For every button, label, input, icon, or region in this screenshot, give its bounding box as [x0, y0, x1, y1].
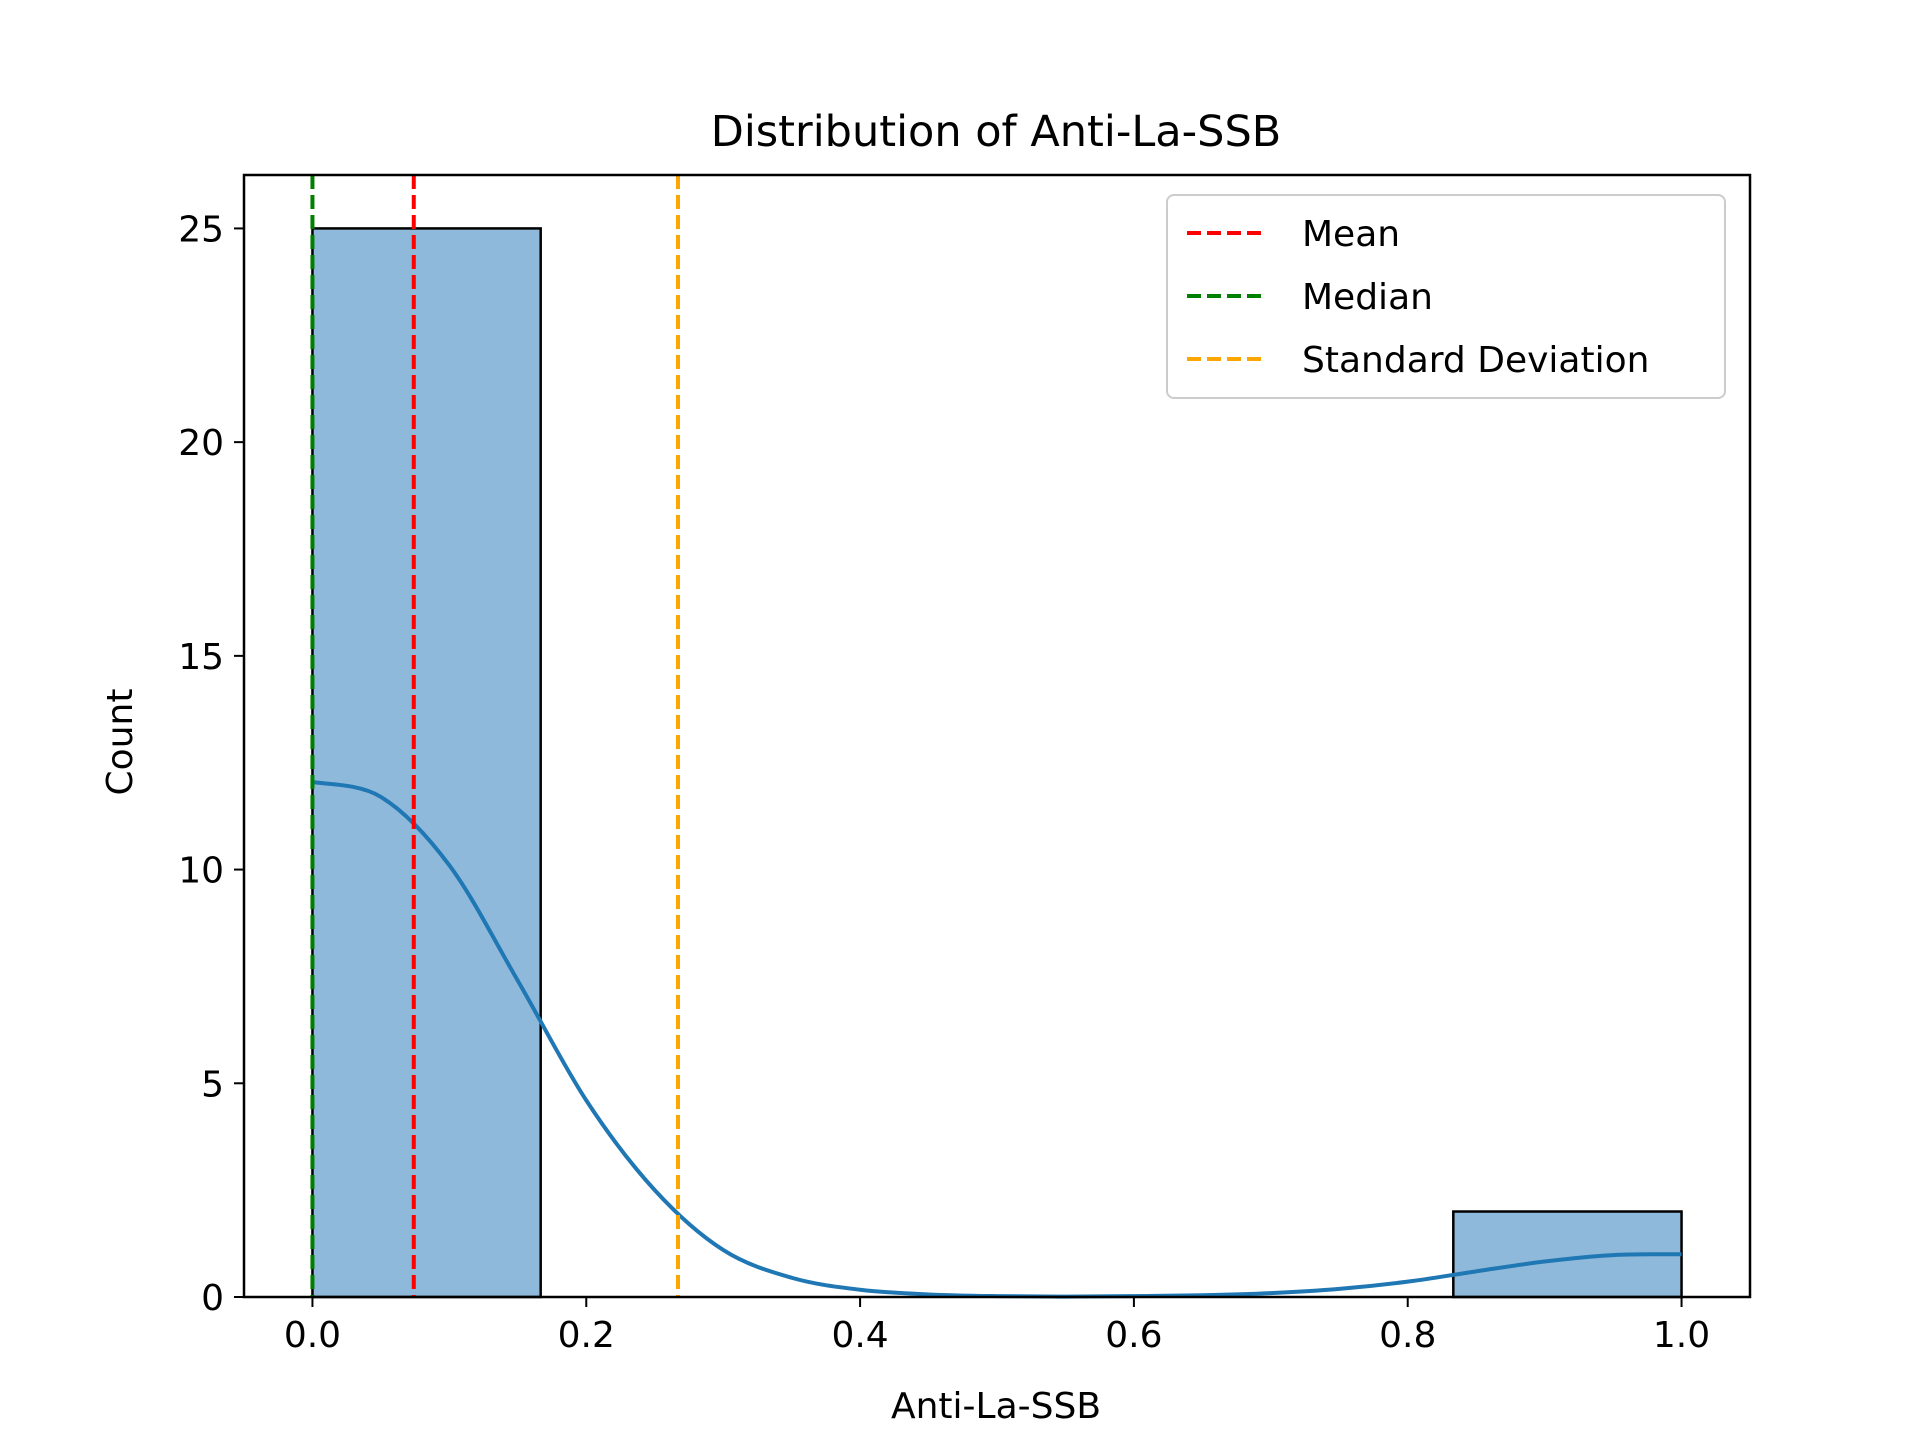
x-tick-label: 0.2 [558, 1315, 615, 1356]
legend-label: Standard Deviation [1302, 340, 1649, 381]
y-tick-label: 0 [201, 1278, 224, 1319]
y-tick-label: 5 [201, 1064, 224, 1105]
y-tick-label: 25 [178, 209, 224, 250]
x-tick-label: 0.0 [284, 1315, 341, 1356]
plot-area [310, 175, 1683, 1299]
y-tick-label: 15 [178, 637, 224, 678]
legend-label: Median [1302, 277, 1433, 318]
y-axis-ticks: 0 5 10 15 20 25 [178, 209, 244, 1319]
x-tick-label: 0.4 [831, 1315, 888, 1356]
chart-title: Distribution of Anti-La-SSB [711, 107, 1282, 157]
legend-label: Mean [1302, 214, 1400, 255]
y-tick-label: 10 [178, 851, 224, 892]
y-tick-label: 20 [178, 423, 224, 464]
legend: Mean Median Standard Deviation [1166, 194, 1726, 399]
x-tick-label: 0.6 [1105, 1315, 1162, 1356]
kde-curve [312, 779, 1682, 1299]
histogram-bar [311, 227, 542, 1299]
x-axis-label: Anti-La-SSB [891, 1386, 1101, 1427]
x-tick-label: 1.0 [1653, 1315, 1710, 1356]
y-axis-label: Count [100, 689, 141, 796]
x-axis-ticks: 0.0 0.2 0.4 0.6 0.8 1.0 [284, 1297, 1710, 1356]
x-tick-label: 0.8 [1379, 1315, 1436, 1356]
legend-box [1166, 194, 1726, 399]
axes-frame [242, 173, 1752, 1299]
